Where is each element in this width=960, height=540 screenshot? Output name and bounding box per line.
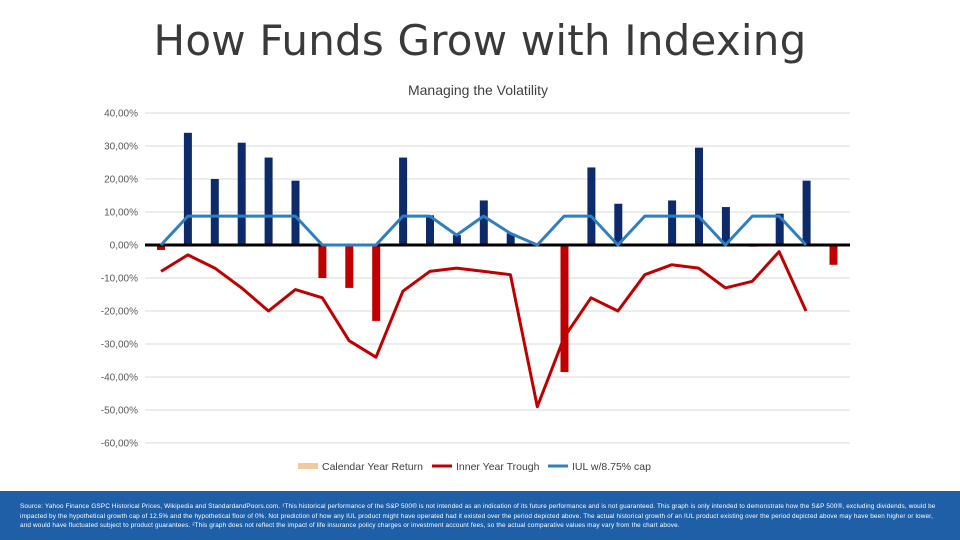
y-tick-label: 10,00% — [104, 208, 138, 219]
bar-calendar-year-return — [721, 207, 730, 245]
bar-calendar-year-return — [479, 200, 488, 245]
y-tick-label: -40,00% — [101, 373, 138, 384]
bar-calendar-year-return — [264, 157, 273, 245]
bar-calendar-year-return — [614, 203, 623, 245]
chart-title: Managing the Volatility — [408, 82, 548, 98]
bar-calendar-year-return — [426, 215, 434, 245]
bar-calendar-year-return — [183, 132, 192, 245]
bar-calendar-year-return — [210, 179, 219, 245]
bar-calendar-year-return — [668, 200, 677, 245]
y-tick-label: -60,00% — [101, 439, 138, 450]
bar-calendar-year-return — [560, 245, 569, 373]
y-tick-label: 30,00% — [104, 142, 138, 153]
bar-calendar-year-return — [452, 235, 461, 245]
y-tick-label: -20,00% — [101, 307, 138, 318]
y-tick-label: -10,00% — [101, 274, 138, 285]
bar-calendar-year-return — [775, 213, 784, 245]
bar-calendar-year-return — [372, 245, 381, 321]
legend-label: Calendar Year Return — [322, 461, 423, 473]
y-tick-label: 0,00% — [110, 241, 138, 252]
legend-label: IUL w/8.75% cap — [572, 461, 651, 473]
bar-calendar-year-return — [695, 147, 703, 245]
y-tick-label: -50,00% — [101, 406, 138, 417]
bar-calendar-year-return — [237, 142, 246, 245]
page-title: How Funds Grow with Indexing — [153, 16, 807, 65]
bar-calendar-year-return — [345, 245, 354, 288]
bar-calendar-year-return — [829, 245, 838, 265]
bar-calendar-year-return — [157, 245, 165, 250]
line-inner-year-trough — [160, 250, 808, 409]
bar-calendar-year-return — [506, 233, 515, 245]
bar-calendar-year-return — [291, 180, 300, 245]
legend-label: Inner Year Trough — [456, 461, 540, 473]
source-footnote: Source: Yahoo Finance GSPC Historical Pr… — [0, 491, 960, 540]
bar-calendar-year-return — [318, 245, 327, 278]
y-tick-label: 20,00% — [104, 175, 138, 186]
y-tick-label: -30,00% — [101, 340, 138, 351]
bar-calendar-year-return — [399, 157, 408, 245]
line-iul-cap — [159, 214, 808, 247]
bar-calendar-year-return — [802, 180, 811, 245]
bar-calendar-year-return — [587, 167, 596, 245]
legend-swatch — [298, 463, 318, 469]
y-tick-label: 40,00% — [104, 109, 138, 120]
